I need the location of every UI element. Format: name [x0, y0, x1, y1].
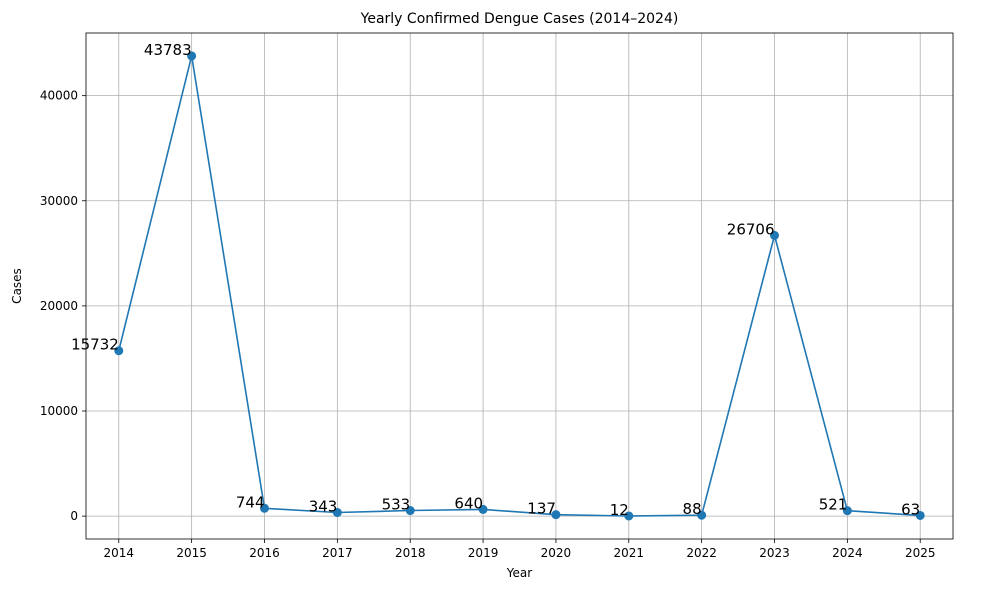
data-label: 26706: [727, 220, 775, 238]
data-point: [405, 506, 415, 516]
data-label: 137: [527, 500, 556, 518]
y-axis: 0 10000 20000 30000 40000: [40, 89, 86, 523]
data-point: [114, 346, 124, 356]
data-point: [551, 510, 561, 520]
data-point: [187, 51, 197, 61]
y-tick-label: 40000: [40, 89, 78, 103]
data-label: 12: [610, 501, 629, 519]
x-tick-label: 2016: [249, 546, 280, 560]
data-label: 63: [901, 500, 920, 518]
chart-title: Yearly Confirmed Dengue Cases (2014–2024…: [360, 11, 679, 27]
data-label: 533: [382, 496, 411, 514]
x-tick-label: 2021: [614, 546, 645, 560]
x-tick-label: 2020: [541, 546, 572, 560]
series-dengue-cases: [114, 51, 925, 521]
grid: [86, 33, 953, 539]
y-axis-label: Cases: [10, 268, 24, 304]
x-tick-label: 2024: [832, 546, 863, 560]
x-tick-label: 2022: [686, 546, 717, 560]
data-label: 15732: [71, 336, 119, 354]
y-tick-label: 10000: [40, 404, 78, 418]
data-point: [624, 511, 634, 521]
data-label: 521: [819, 496, 848, 514]
data-point: [842, 506, 852, 516]
y-tick-label: 0: [70, 509, 78, 523]
data-point: [332, 508, 342, 518]
data-labels: 15732 43783 744 343 533 640 137 12 88 26706 521 63: [71, 41, 920, 519]
data-label: 88: [683, 500, 702, 518]
data-point: [770, 230, 779, 240]
x-tick-label: 2015: [176, 546, 207, 560]
plot-frame: [85, 32, 954, 540]
data-point: [260, 503, 269, 513]
data-label: 744: [236, 493, 265, 511]
y-tick-label: 30000: [40, 194, 78, 208]
data-point: [478, 504, 488, 514]
data-point: [697, 510, 707, 520]
x-tick-label: 2025: [905, 546, 936, 560]
x-axis: 2014 2015 2016 2017 2018 2019 2020 2021 2022 2023…: [104, 539, 936, 560]
x-tick-label: 2017: [322, 546, 353, 560]
data-label: 640: [454, 494, 483, 512]
x-tick-label: 2019: [468, 546, 499, 560]
series-line: [118, 55, 921, 517]
data-point: [915, 510, 925, 520]
x-tick-label: 2023: [759, 546, 790, 560]
x-axis-label: Year: [506, 566, 532, 580]
data-label: 343: [309, 498, 338, 516]
y-tick-label: 20000: [40, 299, 78, 313]
x-tick-label: 2014: [104, 546, 135, 560]
x-tick-label: 2018: [395, 546, 426, 560]
data-label: 43783: [144, 41, 192, 59]
